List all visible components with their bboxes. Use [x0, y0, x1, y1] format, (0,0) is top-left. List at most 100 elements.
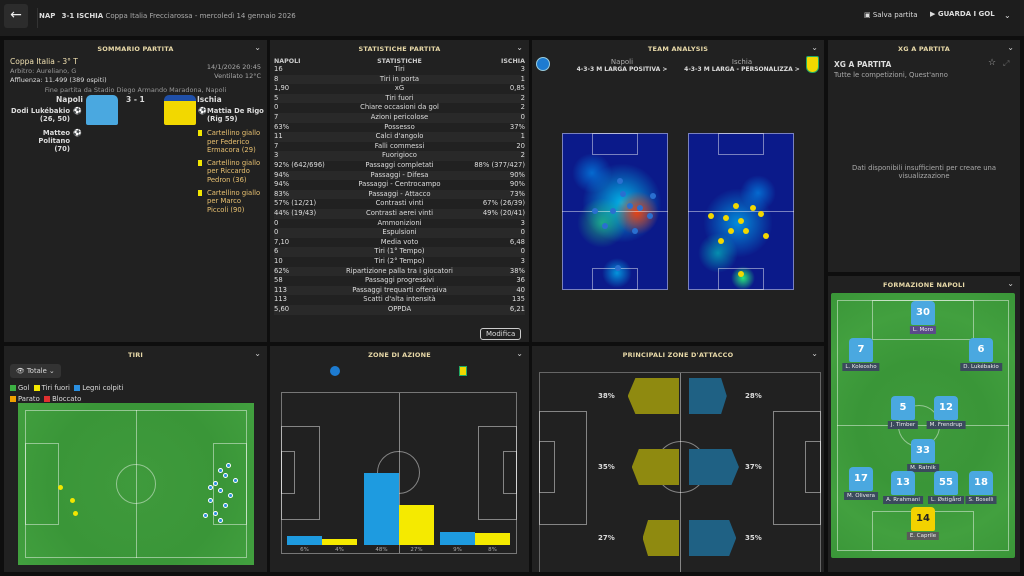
legend-item: Legni colpiti [74, 383, 123, 394]
chevron-down-icon[interactable]: ⌄ [254, 43, 261, 52]
shot-marker [226, 463, 231, 468]
stat-row: 94% Passaggi - Difesa 90% [274, 170, 525, 181]
chevron-down-icon[interactable]: ⌄ [516, 43, 523, 52]
panel-title: TIRI [127, 351, 144, 359]
shot-marker [233, 478, 238, 483]
stat-label: Azioni pericolose [370, 113, 429, 121]
player-position-dot [637, 205, 643, 211]
stat-home: 6 [274, 247, 279, 256]
top-bar: ← NAP 3-1 ISCHIA Coppa Italia Frecciaros… [0, 0, 1024, 36]
stat-home: 113 [274, 295, 287, 304]
player-shirt[interactable]: 55 [934, 471, 958, 495]
stat-row: 0 Espulsioni 0 [274, 228, 525, 238]
shot-marker [58, 485, 63, 490]
stat-label: Falli commessi [374, 141, 425, 150]
stat-label: Tiri (2° Tempo) [374, 257, 425, 265]
legend-item: Gol [10, 383, 29, 394]
player-shirt[interactable]: 7 [849, 338, 873, 362]
stat-away: 6,21 [509, 305, 525, 313]
stat-away: 2 [520, 103, 525, 112]
team-analysis-panel: TEAM ANALYSIS ⌄ Napoli 4-3-3 M LARGA POSIT… [532, 40, 824, 342]
player-shirt[interactable]: 18 [969, 471, 993, 495]
stat-away: 90% [509, 170, 525, 179]
stat-home: 5,60 [274, 305, 290, 313]
chevron-down-icon[interactable]: ⌄ [254, 349, 261, 358]
edit-button[interactable]: Modifica [480, 328, 522, 340]
stat-home: 0 [274, 218, 279, 227]
save-match-button[interactable]: ▣ Salva partita [864, 11, 918, 19]
stat-home: 113 [274, 285, 287, 294]
stat-row: 5,60 OPPDA 6,21 [274, 305, 525, 315]
stat-row: 16 Tiri 3 [274, 65, 525, 75]
player-position-dot [743, 228, 749, 234]
stat-away: 38% [509, 266, 525, 275]
watch-goals-button[interactable]: ▶ GUARDA I GOL [930, 10, 995, 18]
player-position-dot [650, 193, 656, 199]
player-shirt[interactable]: 17 [849, 467, 873, 491]
player-shirt[interactable]: 13 [891, 471, 915, 495]
stat-away: 88% (377/427) [474, 161, 525, 169]
chevron-down-icon[interactable]: ⌄ [1004, 11, 1011, 20]
star-icon[interactable]: ☆ [988, 58, 997, 68]
stat-label: Contrasti aerei vinti [365, 209, 434, 217]
panel-title: TEAM ANALYSIS [647, 45, 709, 53]
back-button[interactable]: ← [4, 4, 28, 28]
kickoff-time: 14/1/2026 20:45 [206, 63, 261, 71]
panel-title: STATISTICHE PARTITA [358, 45, 441, 53]
attack-pitch: 38% 35% 27% 28% 37% 35% [539, 372, 821, 572]
chevron-down-icon[interactable]: ⌄ [811, 43, 818, 52]
left-attack-zone [642, 520, 679, 556]
match-header: NAP 3-1 ISCHIA Coppa Italia Frecciarossa… [39, 12, 296, 20]
player-shirt[interactable]: 12 [934, 396, 958, 420]
player-name: J. Timber [887, 421, 919, 429]
player-position-dot [708, 213, 714, 219]
stat-row: 63% Possesso 37% [274, 123, 525, 133]
stat-home: 92% (642/696) [274, 161, 325, 169]
chevron-down-icon[interactable]: ⌄ [1007, 43, 1014, 52]
left-attack-zone [631, 449, 679, 485]
match-summary-panel: SOMMARIO PARTITA ⌄ Coppa Italia - 3° T Ar… [4, 40, 267, 342]
stat-label: Ripartizione palla tra i giocatori [346, 266, 453, 275]
player-position-dot [723, 215, 729, 221]
chevron-down-icon[interactable]: ⌄ [811, 349, 818, 358]
home-zone-bar [440, 531, 475, 545]
stat-home: 58 [274, 276, 283, 285]
attendance: Affluenza: 11.499 (389 ospiti) [10, 76, 107, 84]
stat-label: xG [394, 84, 405, 93]
player-shirt[interactable]: 14 [911, 507, 935, 531]
stat-home: 1,90 [274, 84, 290, 93]
final-score: 3 - 1 [126, 95, 145, 104]
stat-row: 10 Tiri (2° Tempo) 3 [274, 257, 525, 267]
ball-icon: ⚽ [198, 107, 207, 115]
stat-label: Media voto [380, 237, 419, 246]
stat-away: 3 [520, 218, 525, 227]
away-zone-bar [399, 504, 434, 545]
venue: Fine partita da Stadio Diego Armando Mar… [44, 86, 227, 94]
attack-zone-label: 37% [745, 463, 762, 471]
away-analysis[interactable]: Ischia 4-3-3 M LARGA - PERSONALIZZA > [684, 58, 800, 73]
stat-label: Contrasti vinti [375, 199, 424, 208]
attack-zone-label: 35% [598, 463, 615, 471]
player-name: L. Østigård [928, 496, 964, 504]
player-shirt[interactable]: 6 [969, 338, 993, 362]
player-shirt[interactable]: 30 [911, 301, 935, 325]
player-shirt[interactable]: 5 [891, 396, 915, 420]
stat-away: 135 [512, 295, 525, 304]
player-shirt[interactable]: 33 [911, 439, 935, 463]
stat-home: 8 [274, 74, 279, 83]
chevron-down-icon[interactable]: ⌄ [516, 349, 523, 358]
home-analysis[interactable]: Napoli 4-3-3 M LARGA POSITIVA > [576, 58, 668, 73]
col-stat: STATISTICHE [377, 58, 422, 65]
right-attack-zone [689, 378, 727, 414]
expand-icon[interactable]: ⤢ [1003, 59, 1010, 68]
chevron-down-icon[interactable]: ⌄ [1007, 279, 1014, 288]
col-away: ISCHIA [501, 58, 525, 65]
player-position-dot [728, 228, 734, 234]
home-scorer: Dodi Lukébakio (26, 50) [11, 107, 70, 123]
stat-home: 3 [274, 151, 279, 160]
zone-label: 8% [488, 547, 497, 553]
shots-filter-dropdown[interactable]: 👁 Totale ⌄ [10, 364, 61, 378]
player-position-dot [617, 178, 623, 184]
player-name: D. Lukébakio [960, 363, 1002, 371]
stat-row: 6 Tiri (1° Tempo) 0 [274, 247, 525, 257]
